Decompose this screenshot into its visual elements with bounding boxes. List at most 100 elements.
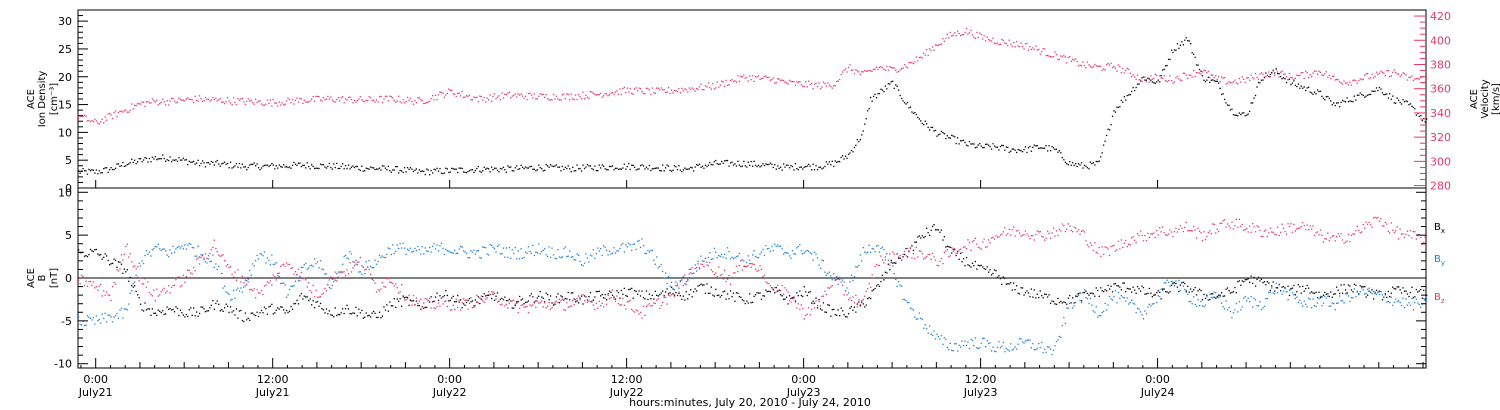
bz-series-point	[1021, 234, 1024, 236]
velocity-series-point	[1024, 43, 1027, 45]
bz-series-point	[968, 241, 971, 243]
by-series-point	[996, 346, 999, 349]
ion-density-series-point	[778, 167, 780, 169]
by-series-point	[824, 271, 826, 273]
ion-density-series-point	[632, 164, 634, 167]
ion-density-series-point	[532, 168, 534, 170]
ion-density-series-point	[1300, 85, 1302, 87]
ion-density-series-point	[1151, 81, 1153, 83]
bx-series-point	[697, 285, 699, 287]
by-series-point	[316, 261, 319, 263]
ion-density-series-point	[1392, 95, 1394, 97]
ion-density-series-point	[561, 165, 563, 168]
bz-series-point	[1169, 229, 1171, 231]
bx-series-point	[644, 298, 646, 300]
top-left-tick-label: 0	[65, 182, 72, 195]
bz-series-point	[462, 298, 465, 300]
bz-series-point	[644, 314, 646, 316]
velocity-series-point	[1352, 79, 1354, 82]
ion-density-series-point	[1381, 92, 1384, 94]
bx-series-point	[639, 295, 642, 297]
bz-series-point	[141, 283, 143, 285]
ion-density-series-point	[151, 156, 153, 158]
ion-density-series-point	[1370, 93, 1372, 96]
bz-series-point	[580, 294, 583, 297]
velocity-series-point	[1193, 70, 1195, 72]
by-series-point	[1125, 300, 1127, 302]
bx-series-point	[353, 312, 356, 314]
ion-density-series-point	[197, 159, 199, 161]
bz-series-point	[1254, 231, 1257, 233]
bx-series-point	[297, 303, 300, 305]
bx-series-point	[343, 312, 345, 315]
by-series-point	[1318, 298, 1320, 300]
bz-series-point	[265, 284, 267, 286]
bz-series-point	[1426, 235, 1428, 237]
ion-density-series-point	[951, 134, 953, 136]
bx-series-point	[1157, 290, 1159, 292]
velocity-series-point	[175, 102, 177, 104]
ion-density-series-point	[1420, 115, 1422, 117]
ion-density-series-point	[812, 163, 814, 165]
ion-density-series-point	[747, 161, 749, 163]
by-series-point	[501, 253, 503, 255]
by-series-point	[300, 266, 302, 268]
ion-density-series-point	[1007, 146, 1009, 149]
ion-density-series-point	[1004, 149, 1006, 151]
bx-series-point	[1203, 293, 1205, 296]
velocity-series-point	[982, 38, 984, 40]
ion-density-series-point	[1135, 86, 1137, 89]
bz-series-point	[931, 252, 934, 254]
ion-density-series-point	[687, 168, 689, 170]
bx-series-point	[881, 274, 884, 276]
bz-series-point	[344, 275, 347, 277]
bz-series-point	[960, 248, 962, 250]
ion-density-series-point	[1114, 111, 1117, 113]
bx-series-point	[765, 289, 767, 291]
bx-series-point	[1395, 288, 1397, 290]
ion-density-series-point	[1098, 160, 1100, 162]
velocity-series-point	[979, 32, 981, 34]
bx-series-point	[101, 258, 103, 260]
velocity-series-point	[417, 97, 419, 99]
by-series-point	[716, 257, 718, 259]
velocity-series-point	[1044, 48, 1046, 50]
velocity-series-point	[1319, 71, 1322, 73]
velocity-series-point	[706, 86, 708, 88]
ion-density-series-point	[1117, 106, 1120, 109]
bx-series-point	[687, 298, 689, 300]
bx-series-point	[1412, 296, 1414, 299]
velocity-series-point	[880, 66, 882, 68]
by-series-point	[1085, 297, 1087, 299]
by-series-point	[939, 338, 941, 340]
bz-series-point	[493, 292, 496, 294]
velocity-series-point	[691, 87, 693, 89]
ion-density-series-point	[800, 166, 802, 168]
bz-series-point	[507, 307, 509, 309]
bx-series-point	[1367, 294, 1369, 296]
bz-series-point	[1318, 234, 1320, 236]
bz-series-point	[965, 248, 968, 250]
bz-series-point	[955, 252, 957, 254]
ion-density-series-point	[383, 165, 385, 167]
bx-series-point	[734, 300, 736, 302]
bz-series-point	[778, 289, 780, 291]
by-series-point	[1250, 296, 1252, 298]
bx-series-point	[1294, 294, 1296, 296]
bz-series-point	[647, 304, 649, 306]
velocity-series-point	[1300, 72, 1302, 74]
ion-density-series-point	[952, 135, 954, 137]
ion-density-series-point	[1395, 102, 1397, 104]
bz-series-point	[822, 295, 825, 297]
by-series-point	[1200, 300, 1202, 302]
bz-series-point	[653, 302, 655, 304]
bx-series-point	[457, 294, 459, 297]
bz-series-point	[1018, 232, 1021, 234]
by-series-point	[299, 275, 301, 278]
ion-density-series-point	[852, 151, 854, 153]
velocity-series-point	[1287, 78, 1289, 81]
velocity-series-point	[370, 97, 372, 99]
ion-density-series-point	[1387, 97, 1389, 99]
ion-density-series-point	[1375, 87, 1378, 89]
by-series-point	[197, 245, 199, 247]
